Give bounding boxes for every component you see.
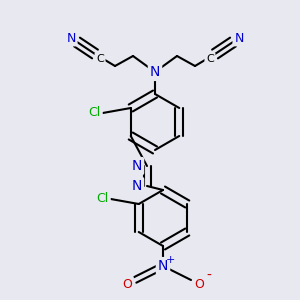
Text: N: N [158, 259, 168, 273]
Text: -: - [207, 269, 212, 283]
Text: N: N [234, 32, 244, 44]
Text: O: O [194, 278, 204, 290]
Text: N: N [132, 179, 142, 193]
Text: N: N [150, 65, 160, 79]
Text: C: C [96, 54, 104, 64]
Text: Cl: Cl [88, 106, 101, 119]
Text: N: N [66, 32, 76, 44]
Text: O: O [122, 278, 132, 290]
Text: C: C [206, 54, 214, 64]
Text: Cl: Cl [97, 193, 109, 206]
Text: +: + [165, 255, 175, 265]
Text: N: N [132, 159, 142, 173]
